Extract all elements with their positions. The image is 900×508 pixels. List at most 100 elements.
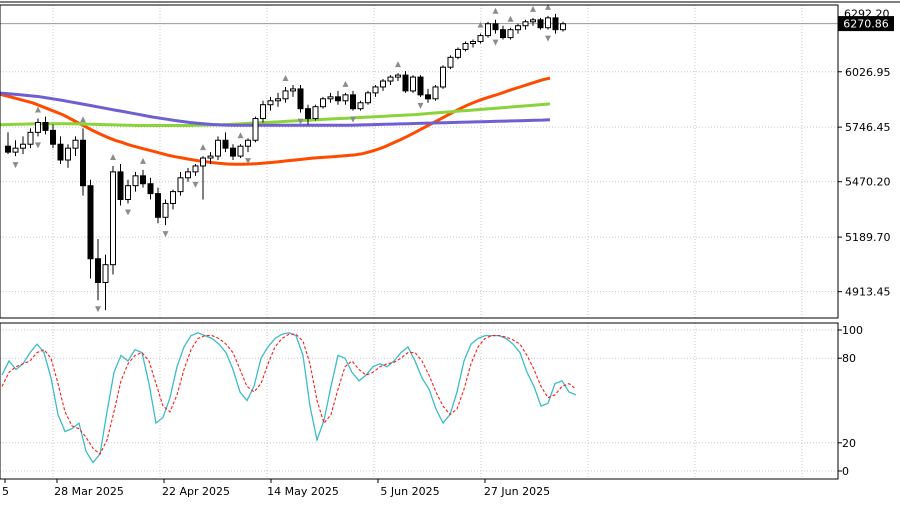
fractal-down-marker bbox=[492, 39, 499, 46]
fractal-up-marker bbox=[507, 15, 514, 22]
candle-body bbox=[267, 100, 274, 106]
bull-candle bbox=[357, 100, 364, 111]
bull-candle bbox=[177, 171, 184, 196]
bear-candle bbox=[87, 179, 94, 279]
bull-candle bbox=[545, 15, 551, 30]
bear-candle bbox=[230, 144, 236, 161]
moving-average-slow-line bbox=[0, 91, 551, 127]
fractal-down-marker bbox=[12, 162, 19, 169]
candle-body bbox=[485, 23, 491, 37]
bull-candle bbox=[455, 47, 461, 60]
axis-label-layer: 4913.45 5189.70 5470.20 5746.45 6026.95 100 80… bbox=[2, 66, 891, 498]
candle-body bbox=[342, 94, 349, 102]
candle-body bbox=[462, 43, 469, 50]
candle-body bbox=[192, 165, 199, 173]
candle-body bbox=[372, 86, 379, 94]
bull-candle bbox=[485, 21, 491, 38]
bear-candle bbox=[417, 75, 424, 97]
candle-body bbox=[132, 175, 139, 187]
fractal-up-marker bbox=[140, 157, 146, 164]
candle-body bbox=[515, 25, 521, 31]
x-tick-label: 28 Mar 2025 bbox=[54, 485, 124, 498]
fractal-up-marker bbox=[110, 153, 116, 160]
y-tick-label: 5746.45 bbox=[845, 121, 891, 134]
bull-candle bbox=[432, 84, 439, 101]
bull-candle bbox=[275, 92, 281, 107]
candle-body bbox=[72, 139, 79, 149]
candle-body bbox=[492, 23, 499, 31]
candle-body bbox=[95, 258, 101, 283]
candle-body bbox=[147, 183, 154, 195]
candle-body bbox=[305, 108, 311, 120]
bull-candle bbox=[282, 86, 289, 103]
fractal-down-marker bbox=[245, 158, 251, 165]
candle-body bbox=[357, 102, 364, 110]
bear-candle bbox=[5, 132, 11, 155]
bull-candle bbox=[440, 65, 446, 89]
bull-candle bbox=[447, 55, 454, 70]
bull-candle bbox=[162, 199, 169, 226]
candle-body bbox=[395, 74, 401, 78]
candle-body bbox=[65, 147, 71, 161]
x-tick-label: 22 Apr 2025 bbox=[162, 485, 230, 498]
candle-body bbox=[552, 17, 559, 31]
candle-body bbox=[162, 202, 169, 218]
bull-candle bbox=[387, 75, 394, 85]
candle-body bbox=[125, 185, 131, 201]
candle-body bbox=[87, 185, 94, 260]
bull-candle bbox=[20, 136, 26, 155]
bear-candle bbox=[140, 169, 146, 188]
fractal-down-marker bbox=[162, 231, 169, 238]
fractal-up-marker bbox=[477, 21, 484, 28]
bear-candle bbox=[155, 187, 161, 224]
bull-candle bbox=[35, 118, 41, 137]
candle-body bbox=[50, 129, 56, 145]
bull-candle bbox=[342, 92, 349, 105]
stochastic-level-label: 0 bbox=[842, 465, 849, 478]
bull-candle bbox=[267, 96, 274, 111]
candle-body bbox=[500, 29, 506, 39]
stochastic-level-label: 100 bbox=[842, 324, 863, 337]
frame-layer bbox=[0, 1, 900, 480]
bear-candle bbox=[50, 124, 56, 149]
candle-body bbox=[20, 143, 26, 149]
bear-candle bbox=[305, 104, 311, 125]
candle-body bbox=[117, 171, 124, 201]
candle-body bbox=[42, 121, 49, 131]
bull-candle bbox=[27, 128, 34, 149]
candle-body bbox=[297, 88, 304, 110]
candle-body bbox=[417, 76, 424, 96]
fractal-up-marker bbox=[80, 116, 86, 123]
fractal-up-marker bbox=[530, 5, 536, 12]
candle-body bbox=[5, 145, 11, 153]
fractal-up-marker bbox=[237, 132, 244, 139]
candle-body bbox=[425, 94, 431, 100]
candle-body bbox=[560, 23, 566, 31]
candle-body bbox=[402, 74, 409, 92]
bull-candle bbox=[185, 167, 191, 182]
candle-body bbox=[207, 155, 214, 159]
fractal-down-marker bbox=[545, 35, 551, 42]
bull-candle bbox=[312, 104, 319, 121]
bear-candle bbox=[350, 90, 356, 111]
candle-body bbox=[410, 76, 416, 92]
bull-candle bbox=[372, 84, 379, 97]
bull-candle bbox=[192, 163, 199, 176]
stochastic-signal-line bbox=[1, 333, 577, 455]
price-badge-text: 6270.86 bbox=[843, 18, 889, 31]
x-tick-label: 14 May 2025 bbox=[267, 485, 339, 498]
candle-body bbox=[312, 106, 319, 120]
fractal-up-marker bbox=[282, 74, 289, 81]
bull-candle bbox=[380, 79, 386, 91]
candle-body bbox=[12, 147, 19, 153]
fractal-up-marker bbox=[35, 106, 41, 113]
stochastic-panel-frame bbox=[0, 322, 839, 480]
candle-body bbox=[290, 88, 296, 92]
candle-body bbox=[320, 98, 326, 108]
moving-average-mid-line bbox=[0, 102, 551, 127]
stochastic-level-label: 20 bbox=[842, 437, 856, 450]
x-tick-label: 27 Jun 2025 bbox=[484, 485, 550, 498]
bear-candle bbox=[492, 19, 499, 34]
candle-body bbox=[335, 96, 341, 102]
bull-candle bbox=[245, 138, 251, 153]
